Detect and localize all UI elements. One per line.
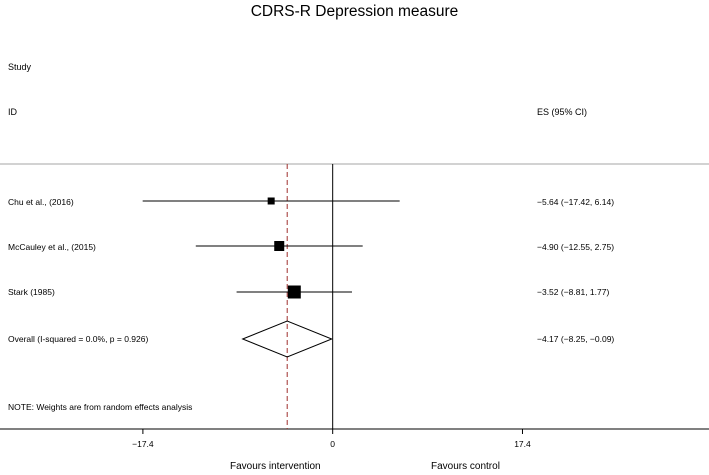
id-column-header: ID — [8, 107, 17, 117]
x-tick-label: −17.4 — [132, 439, 154, 449]
study-label: Stark (1985) — [8, 287, 55, 297]
effect-size-column-header: ES (95% CI) — [537, 107, 588, 117]
study-label: McCauley et al., (2015) — [8, 242, 96, 252]
effect-size-marker — [267, 197, 275, 205]
study-label: Chu et al., (2016) — [8, 197, 74, 207]
x-tick-label: 0 — [330, 439, 336, 449]
study-estimate: −5.64 (−17.42, 6.14) — [537, 197, 615, 207]
overall-estimate: −4.17 (−8.25, −0.09) — [537, 334, 615, 344]
chart-title: CDRS-R Depression measure — [250, 3, 459, 20]
favours-intervention-label: Favours intervention — [230, 461, 321, 472]
study-estimate: −4.90 (−12.55, 2.75) — [537, 242, 615, 252]
favours-control-label: Favours control — [431, 461, 500, 472]
effect-size-marker — [274, 241, 285, 251]
overall-label: Overall (I-squared = 0.0%, p = 0.926) — [8, 334, 149, 344]
weights-note: NOTE: Weights are from random effects an… — [8, 402, 193, 412]
study-column-header: Study — [8, 62, 32, 72]
effect-size-marker — [287, 285, 301, 299]
study-estimate: −3.52 (−8.81, 1.77) — [537, 287, 610, 297]
x-tick-label: 17.4 — [514, 439, 531, 449]
overall-diamond — [241, 320, 334, 358]
